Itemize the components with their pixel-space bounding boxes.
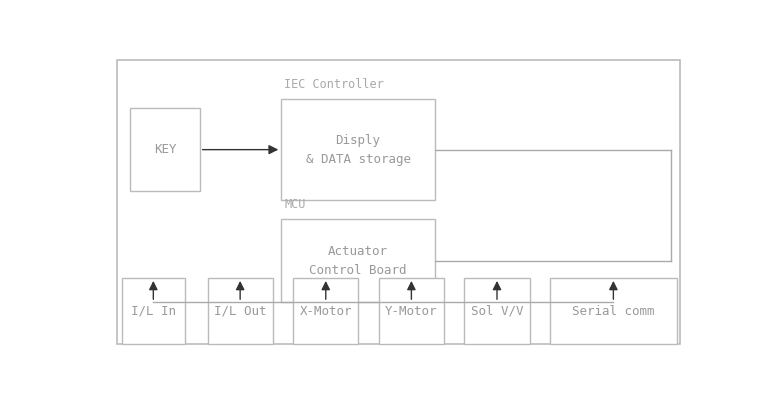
Bar: [131, 108, 200, 191]
Text: I/L Out: I/L Out: [214, 305, 266, 318]
Text: Disply
& DATA storage: Disply & DATA storage: [306, 134, 411, 166]
Bar: [208, 278, 273, 344]
Text: IEC Controller: IEC Controller: [284, 78, 384, 91]
Bar: [281, 99, 435, 200]
Text: Actuator
Control Board: Actuator Control Board: [310, 244, 407, 276]
Text: Y-Motor: Y-Motor: [385, 305, 438, 318]
Text: MCU: MCU: [284, 198, 306, 211]
Bar: [293, 278, 359, 344]
Text: X-Motor: X-Motor: [300, 305, 352, 318]
Text: I/L In: I/L In: [131, 305, 176, 318]
Bar: [379, 278, 444, 344]
Text: Serial comm: Serial comm: [572, 305, 654, 318]
Bar: [281, 219, 435, 302]
Bar: [464, 278, 530, 344]
Text: Sol V/V: Sol V/V: [471, 305, 524, 318]
Bar: [122, 278, 185, 344]
Text: KEY: KEY: [154, 143, 177, 156]
Bar: [550, 278, 677, 344]
